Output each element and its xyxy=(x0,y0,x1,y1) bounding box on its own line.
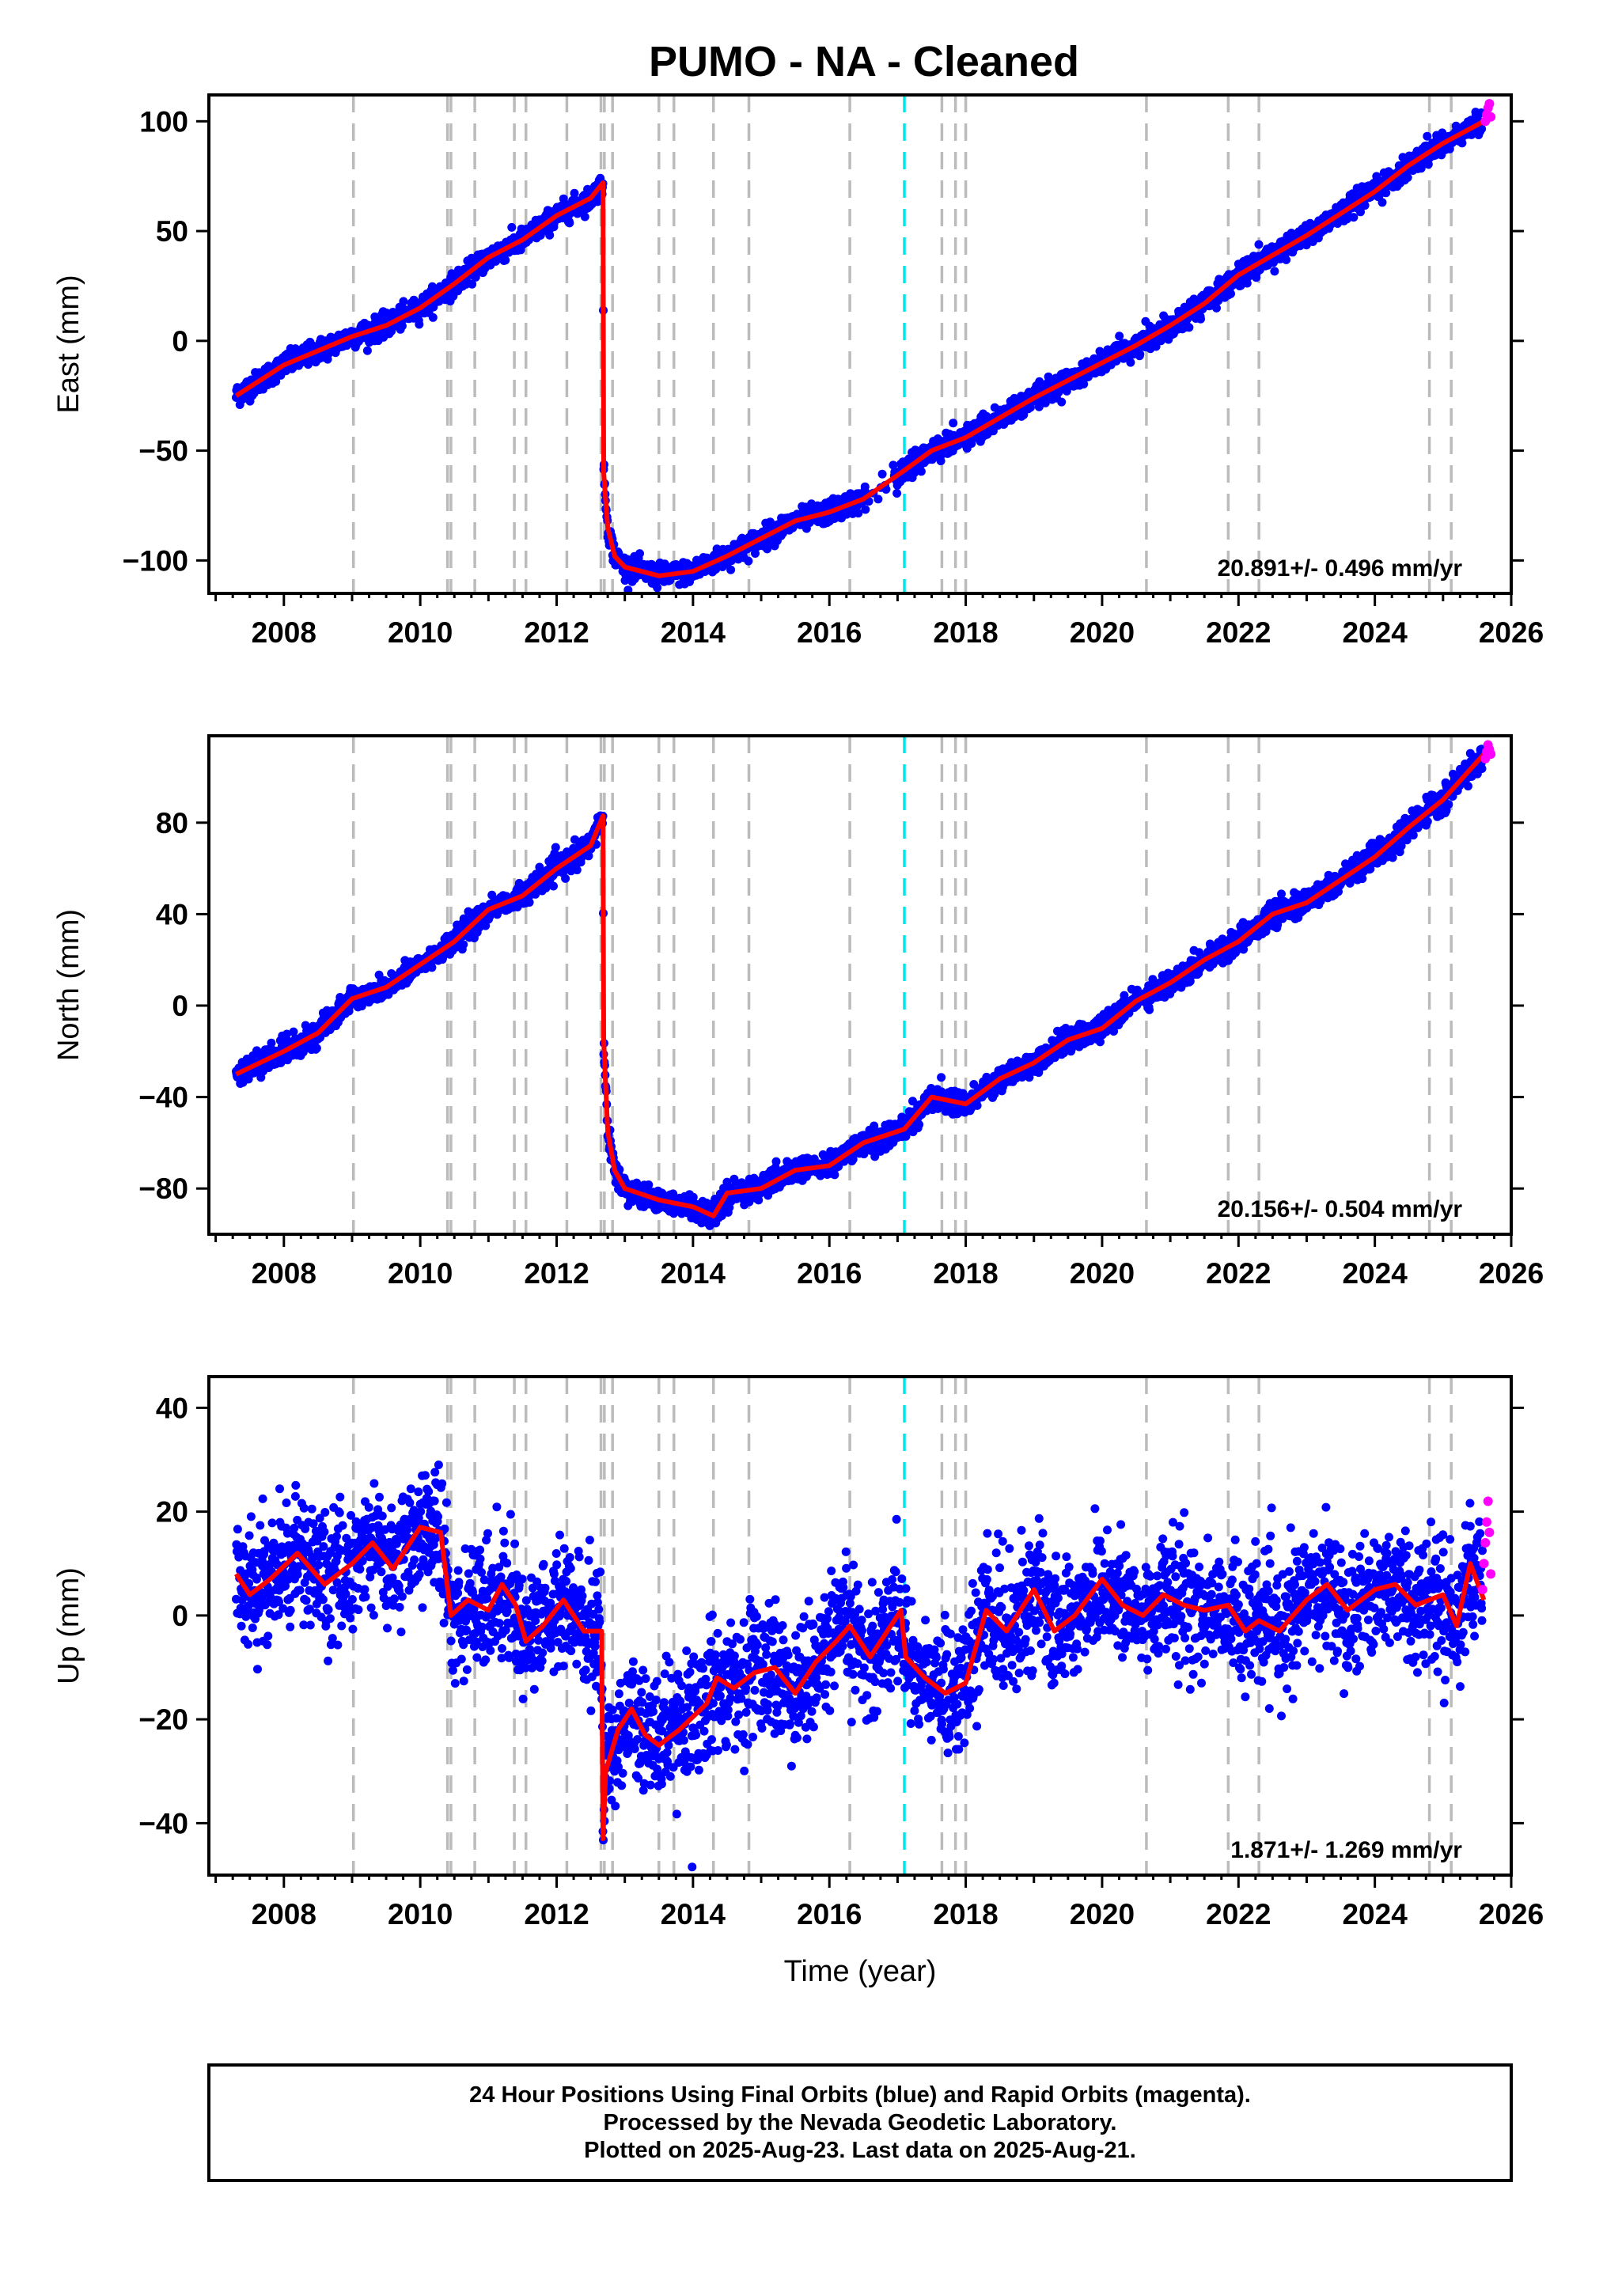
y-tick-label: −50 xyxy=(138,435,188,468)
x-tick-label: 2018 xyxy=(933,616,998,649)
rapid-position-point xyxy=(1484,99,1495,109)
daily-position-point xyxy=(949,419,958,428)
rate-annotation: 20.891+/- 0.496 mm/yr xyxy=(1218,555,1463,582)
daily-position-point xyxy=(1196,314,1205,324)
daily-position-point xyxy=(861,505,870,514)
final-orbit-points xyxy=(232,108,1487,595)
daily-position-point xyxy=(1423,131,1432,141)
daily-position-point xyxy=(428,313,438,322)
daily-position-point xyxy=(1135,350,1145,359)
daily-position-point xyxy=(1212,303,1221,313)
daily-position-point xyxy=(653,583,662,593)
rapid-orbit-points xyxy=(1480,99,1496,127)
daily-position-point xyxy=(561,873,570,883)
daily-position-point xyxy=(726,565,736,574)
x-tick-label: 2008 xyxy=(252,616,316,649)
daily-position-point xyxy=(1057,397,1067,407)
daily-position-point xyxy=(501,256,510,265)
x-tick-label: 2026 xyxy=(1479,616,1544,649)
daily-position-point xyxy=(427,963,437,972)
plot-frame xyxy=(207,93,1513,595)
final-orbit-points xyxy=(232,744,1487,1230)
daily-position-point xyxy=(744,556,753,566)
daily-position-point xyxy=(1254,240,1264,249)
daily-position-point xyxy=(1270,267,1279,276)
daily-position-point xyxy=(1126,358,1135,367)
daily-position-point xyxy=(1349,213,1359,222)
daily-position-point xyxy=(892,489,902,498)
x-tick-label: 2010 xyxy=(388,616,453,649)
x-tick-label: 2022 xyxy=(1206,616,1271,649)
daily-position-point xyxy=(572,866,582,875)
daily-position-point xyxy=(459,940,468,949)
daily-position-point xyxy=(551,843,560,852)
daily-position-point xyxy=(399,297,408,306)
daily-position-point xyxy=(635,549,644,559)
daily-position-point xyxy=(874,494,883,504)
daily-position-point xyxy=(877,469,887,479)
daily-position-point xyxy=(936,457,946,466)
daily-position-point xyxy=(644,1180,654,1189)
panel-north: 2008 2010 2012 2014 2016 2018 2020 2022 2024 2026… xyxy=(52,734,1544,1290)
daily-position-point xyxy=(415,320,424,329)
daily-position-point xyxy=(312,1044,321,1053)
daily-position-point xyxy=(1378,198,1387,207)
daily-position-point xyxy=(549,881,558,891)
x-tick-label: 2012 xyxy=(524,616,589,649)
daily-position-point xyxy=(271,377,281,386)
y-tick-label: −100 xyxy=(123,544,188,577)
x-tick-label: 2014 xyxy=(661,616,726,649)
daily-position-point xyxy=(565,218,574,228)
daily-position-point xyxy=(916,467,926,476)
daily-position-point xyxy=(397,321,407,331)
daily-position-point xyxy=(362,346,372,355)
daily-position-point xyxy=(1184,323,1194,332)
daily-position-point xyxy=(580,212,589,222)
y-tick-label: 50 xyxy=(156,215,188,248)
daily-position-point xyxy=(507,222,517,232)
x-tick-label: 2016 xyxy=(797,616,862,649)
y-tick-label: 0 xyxy=(172,325,188,358)
y-tick-label: 100 xyxy=(139,105,188,138)
x-tick-label: 2020 xyxy=(1070,616,1135,649)
panels-group: 2008 2010 2012 2014 2016 2018 2020 2022 2024 2026… xyxy=(52,93,1544,1988)
figure-title: PUMO - NA - Cleaned xyxy=(649,38,1079,85)
daily-position-point xyxy=(1226,289,1235,298)
x-tick-label: 2024 xyxy=(1342,616,1408,649)
panel-east: 2008 2010 2012 2014 2016 2018 2020 2022 2024 2026… xyxy=(52,93,1544,649)
daily-position-point xyxy=(1282,255,1291,264)
daily-position-point xyxy=(1115,332,1124,341)
rapid-position-point xyxy=(1486,112,1496,122)
daily-position-point xyxy=(771,1157,781,1166)
y-axis-label: East (mm) xyxy=(52,275,85,413)
daily-position-point xyxy=(1403,172,1412,182)
